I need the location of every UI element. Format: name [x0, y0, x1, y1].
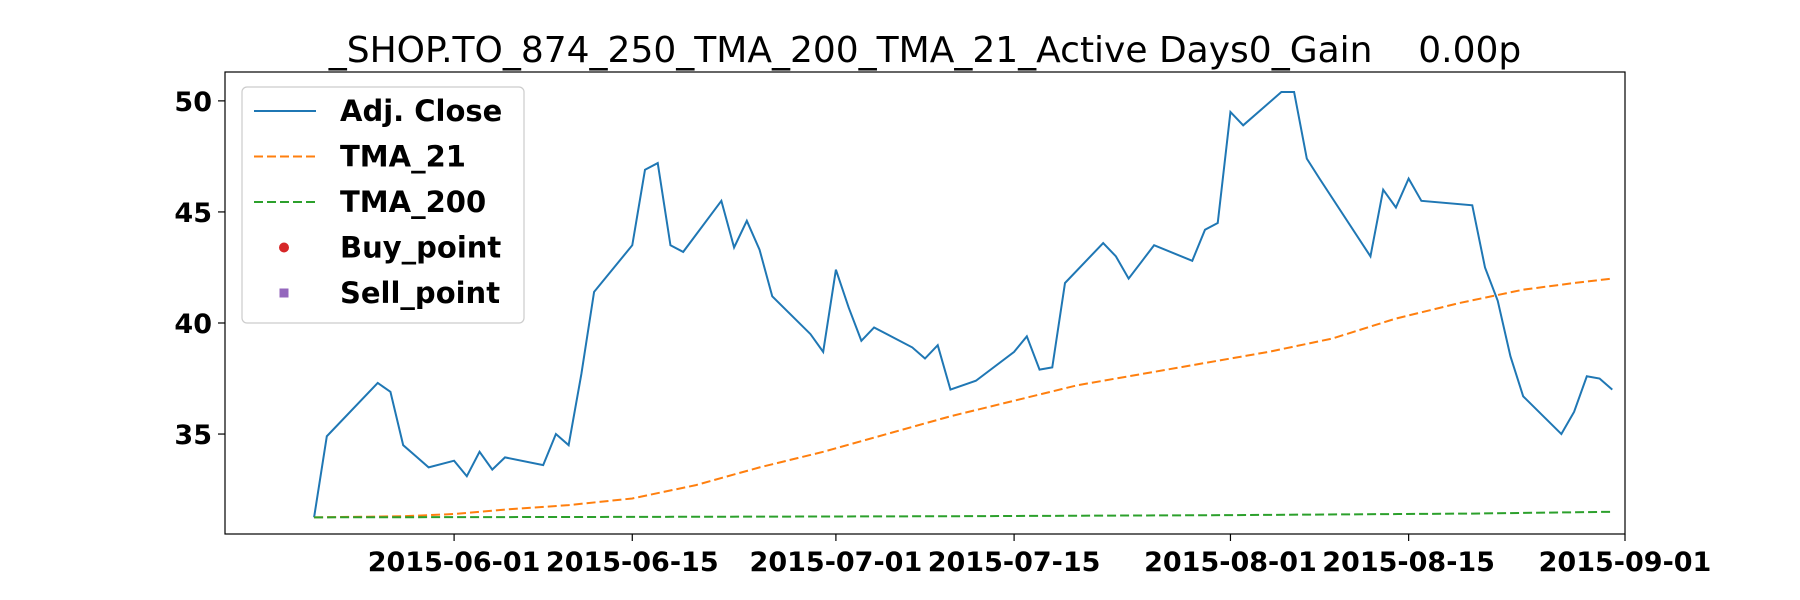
- x-tick-label: 2015-06-01: [368, 547, 541, 578]
- x-tick-label: 2015-08-01: [1144, 547, 1317, 578]
- x-tick-label: 2015-07-15: [928, 547, 1101, 578]
- legend-label-tma-200: TMA_200: [340, 185, 486, 219]
- series-line-tma-200: [314, 510, 1613, 519]
- y-tick-label: 40: [174, 309, 212, 340]
- legend-label-tma-21: TMA_21: [340, 140, 466, 174]
- chart-title: _SHOP.TO_874_250_TMA_200_TMA_21_Active D…: [328, 30, 1522, 71]
- series-line-adj-close: [313, 90, 1613, 518]
- y-tick-label: 50: [174, 87, 212, 118]
- legend-swatch-buy-point: [279, 242, 289, 253]
- x-tick-label: 2015-06-15: [546, 547, 719, 578]
- legend-label-sell-point: Sell_point: [340, 276, 500, 310]
- x-tick-label: 2015-07-01: [750, 547, 923, 578]
- y-tick-label: 45: [174, 198, 212, 229]
- y-tick-label: 35: [174, 420, 212, 451]
- x-tick-label: 2015-09-01: [1539, 547, 1712, 578]
- legend-label-adj-close: Adj. Close: [340, 94, 502, 128]
- legend-box: [241, 86, 525, 324]
- x-tick-label: 2015-08-15: [1322, 547, 1495, 578]
- plot-area-frame: [224, 71, 1626, 535]
- legend-swatch-sell-point: [279, 288, 289, 298]
- series-line-tma-21: [314, 277, 1613, 519]
- legend-label-buy-point: Buy_point: [340, 231, 501, 265]
